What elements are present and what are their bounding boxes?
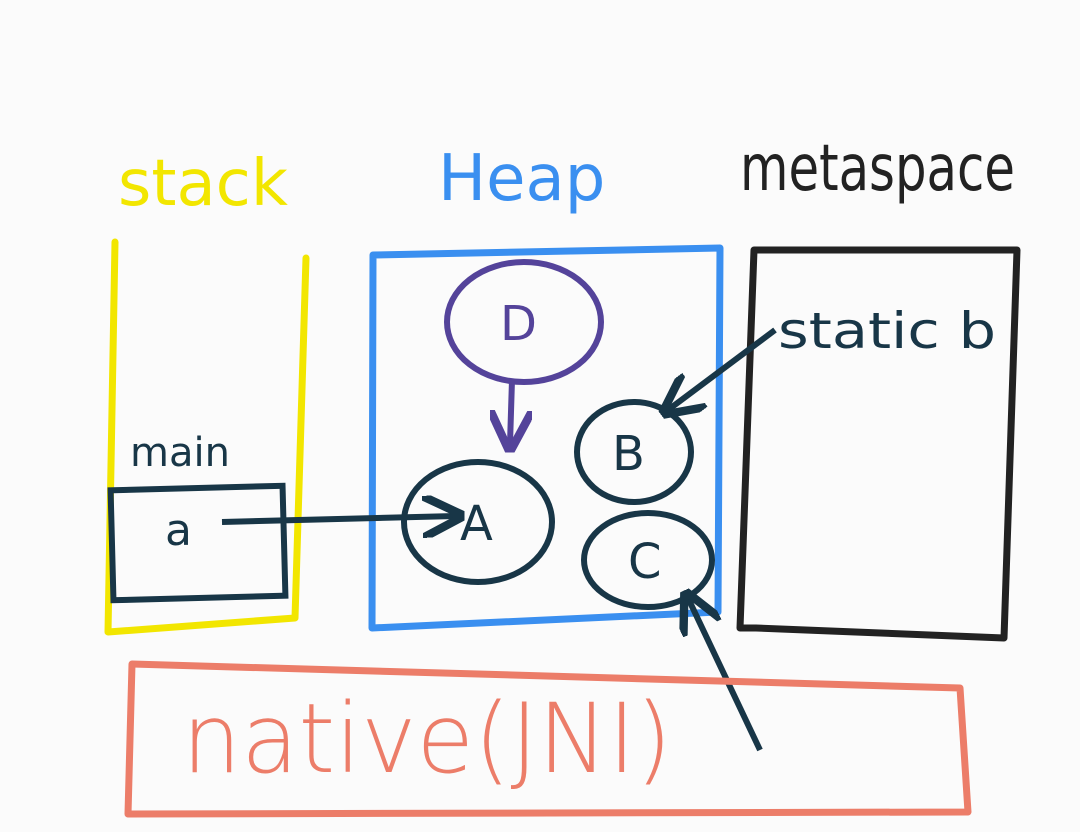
node-d-circle: [444, 259, 604, 385]
node-c-circle: [581, 510, 715, 610]
d-to-a-arrow: [510, 379, 512, 444]
variable-a-box: [107, 482, 289, 604]
metaspace-region: [736, 246, 1021, 642]
node-a-circle: [401, 459, 555, 585]
node-a-label: A: [460, 496, 493, 552]
node-d-label: D: [500, 296, 537, 352]
static-b-to-b-arrow: [668, 327, 777, 410]
native-region: [124, 660, 972, 818]
variable-a-label: a: [165, 505, 192, 556]
native-to-c-arrow: [688, 598, 763, 752]
node-c-label: C: [628, 534, 662, 590]
main-frame-label: main: [130, 430, 230, 476]
node-b-circle: [574, 399, 694, 505]
stack-title: stack: [118, 147, 288, 221]
metaspace-title: metaspace: [740, 132, 1015, 206]
heap-region: [368, 244, 724, 632]
node-b-label: B: [612, 426, 645, 482]
heap-title: Heap: [438, 142, 605, 216]
stack-region: [104, 238, 310, 636]
a-to-a-arrow: [221, 516, 456, 522]
static-b-label: static b: [778, 302, 996, 360]
native-label: native(JNI): [182, 683, 672, 795]
